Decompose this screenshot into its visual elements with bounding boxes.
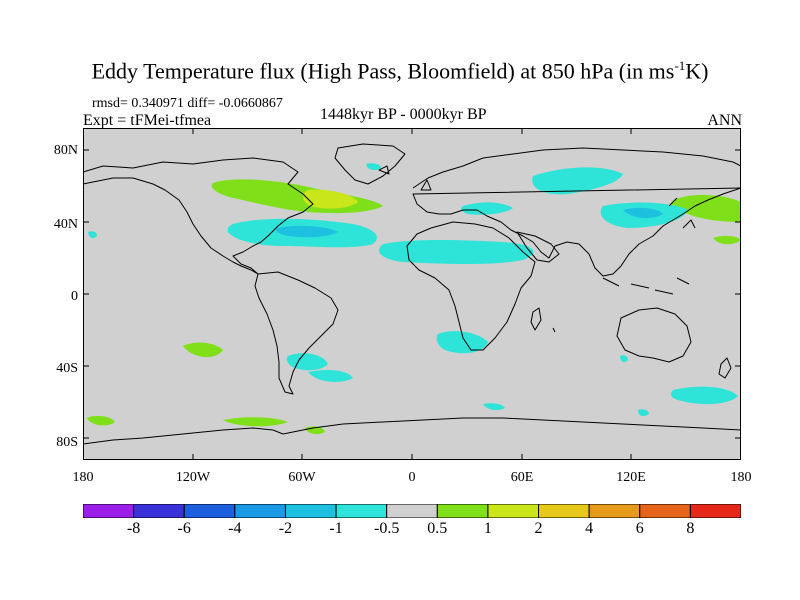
colorbar-label: -6 xyxy=(177,520,191,537)
colorbar-swatch xyxy=(183,504,236,518)
coastline-islands xyxy=(378,165,696,333)
period-label: 1448kyr BP - 0000kyr BP xyxy=(320,106,487,123)
colorbar-label: -4 xyxy=(228,520,242,537)
colorbar-label: 0.5 xyxy=(427,520,448,537)
coastline-madagascar xyxy=(530,307,542,331)
negative-region-australia xyxy=(620,355,628,363)
lat-label-80n: 80N xyxy=(53,143,78,158)
colorbar-label: -1 xyxy=(329,520,343,537)
map-background xyxy=(83,128,741,460)
colorbar-label: -8 xyxy=(126,520,141,537)
coastline-south-america xyxy=(254,271,339,395)
colorbar-swatch xyxy=(689,504,741,518)
positive-region-southern-ocean-west xyxy=(87,415,115,426)
lon-label-120w: 120W xyxy=(175,470,211,485)
negative-region-south-atlantic xyxy=(308,370,353,382)
colorbar-swatch xyxy=(335,504,388,518)
negative-region-southern-indian xyxy=(670,386,738,405)
strong-positive-region-north-atlantic xyxy=(303,189,358,209)
anomaly-fields xyxy=(87,163,741,435)
colorbar-swatch xyxy=(234,504,286,518)
strong-negative-region-central-asia xyxy=(623,207,663,219)
colorbar-label: -0.5 xyxy=(374,520,400,537)
positive-region-northwest-pacific xyxy=(671,194,741,222)
lat-label-40n: 40N xyxy=(53,217,78,232)
negative-region-north-pacific xyxy=(88,231,97,239)
season-label: ANN xyxy=(707,112,742,129)
colorbar-swatch xyxy=(538,504,590,518)
negative-region-south-america xyxy=(286,353,328,371)
coastline-arabia xyxy=(516,231,560,263)
map-title: Eddy Temperature flux (High Pass, Bloomf… xyxy=(0,58,800,84)
colorbar xyxy=(83,504,741,518)
colorbar-swatch xyxy=(386,504,438,518)
colorbar-swatch xyxy=(83,504,135,518)
negative-region-east-asia xyxy=(366,163,381,171)
colorbar-label: 6 xyxy=(635,520,644,537)
colorbar-swatch xyxy=(133,504,185,518)
title-superscript: -1 xyxy=(674,58,686,73)
lon-label-0: 0 xyxy=(408,470,416,485)
coastline-australia xyxy=(616,307,692,363)
colorbar-label: 2 xyxy=(534,520,543,537)
title-main: Eddy Temperature flux (High Pass, Bloomf… xyxy=(91,58,675,84)
colorbar-swatch xyxy=(436,504,489,518)
lat-label-0: 0 xyxy=(71,289,78,304)
map-frame xyxy=(83,128,741,460)
lon-label-60w: 60W xyxy=(288,470,316,485)
colorbar-label: 4 xyxy=(585,520,594,537)
lon-label-120e: 120E xyxy=(616,470,646,485)
coastline-antarctica xyxy=(83,417,741,445)
title-end: K) xyxy=(685,58,709,84)
positive-region-southern-ocean-central xyxy=(223,417,288,427)
negative-region-siberia xyxy=(532,167,623,195)
world-map xyxy=(83,128,741,460)
strong-negative-region-subtropical-atlantic xyxy=(276,225,338,238)
lat-label-80s: 80S xyxy=(56,435,78,450)
coastlines xyxy=(83,143,741,445)
lon-label-180w: 180 xyxy=(72,470,94,485)
coastline-eurasia xyxy=(412,147,741,277)
stats-label: rmsd= 0.340971 diff= -0.0660867 xyxy=(92,96,283,111)
negative-region-southern-ocean-small xyxy=(638,409,649,417)
coastline-new-zealand xyxy=(718,357,732,379)
negative-region-southern-ocean xyxy=(483,403,505,411)
colorbar-swatch xyxy=(284,504,337,518)
colorbar-swatch xyxy=(588,504,641,518)
experiment-label: Expt = tFMei-tfmea xyxy=(83,112,212,129)
negative-region-europe xyxy=(460,202,513,215)
coastline-greenland xyxy=(334,143,406,185)
positive-region-north-pacific-small xyxy=(713,235,741,245)
colorbar-label: -2 xyxy=(278,520,293,537)
colorbar-label: 8 xyxy=(686,520,695,537)
negative-region-south-africa xyxy=(436,331,488,354)
positive-region-south-pacific xyxy=(183,342,223,358)
lon-label-180e: 180 xyxy=(730,470,752,485)
colorbar-label: 1 xyxy=(483,520,492,537)
coastline-africa xyxy=(406,221,536,351)
coastline-north-america xyxy=(83,157,314,275)
lat-label-40s: 40S xyxy=(56,361,78,376)
lon-label-60e: 60E xyxy=(510,470,534,485)
colorbar-swatch xyxy=(639,504,691,518)
negative-region-north-africa xyxy=(379,240,534,264)
colorbar-swatch xyxy=(487,504,540,518)
